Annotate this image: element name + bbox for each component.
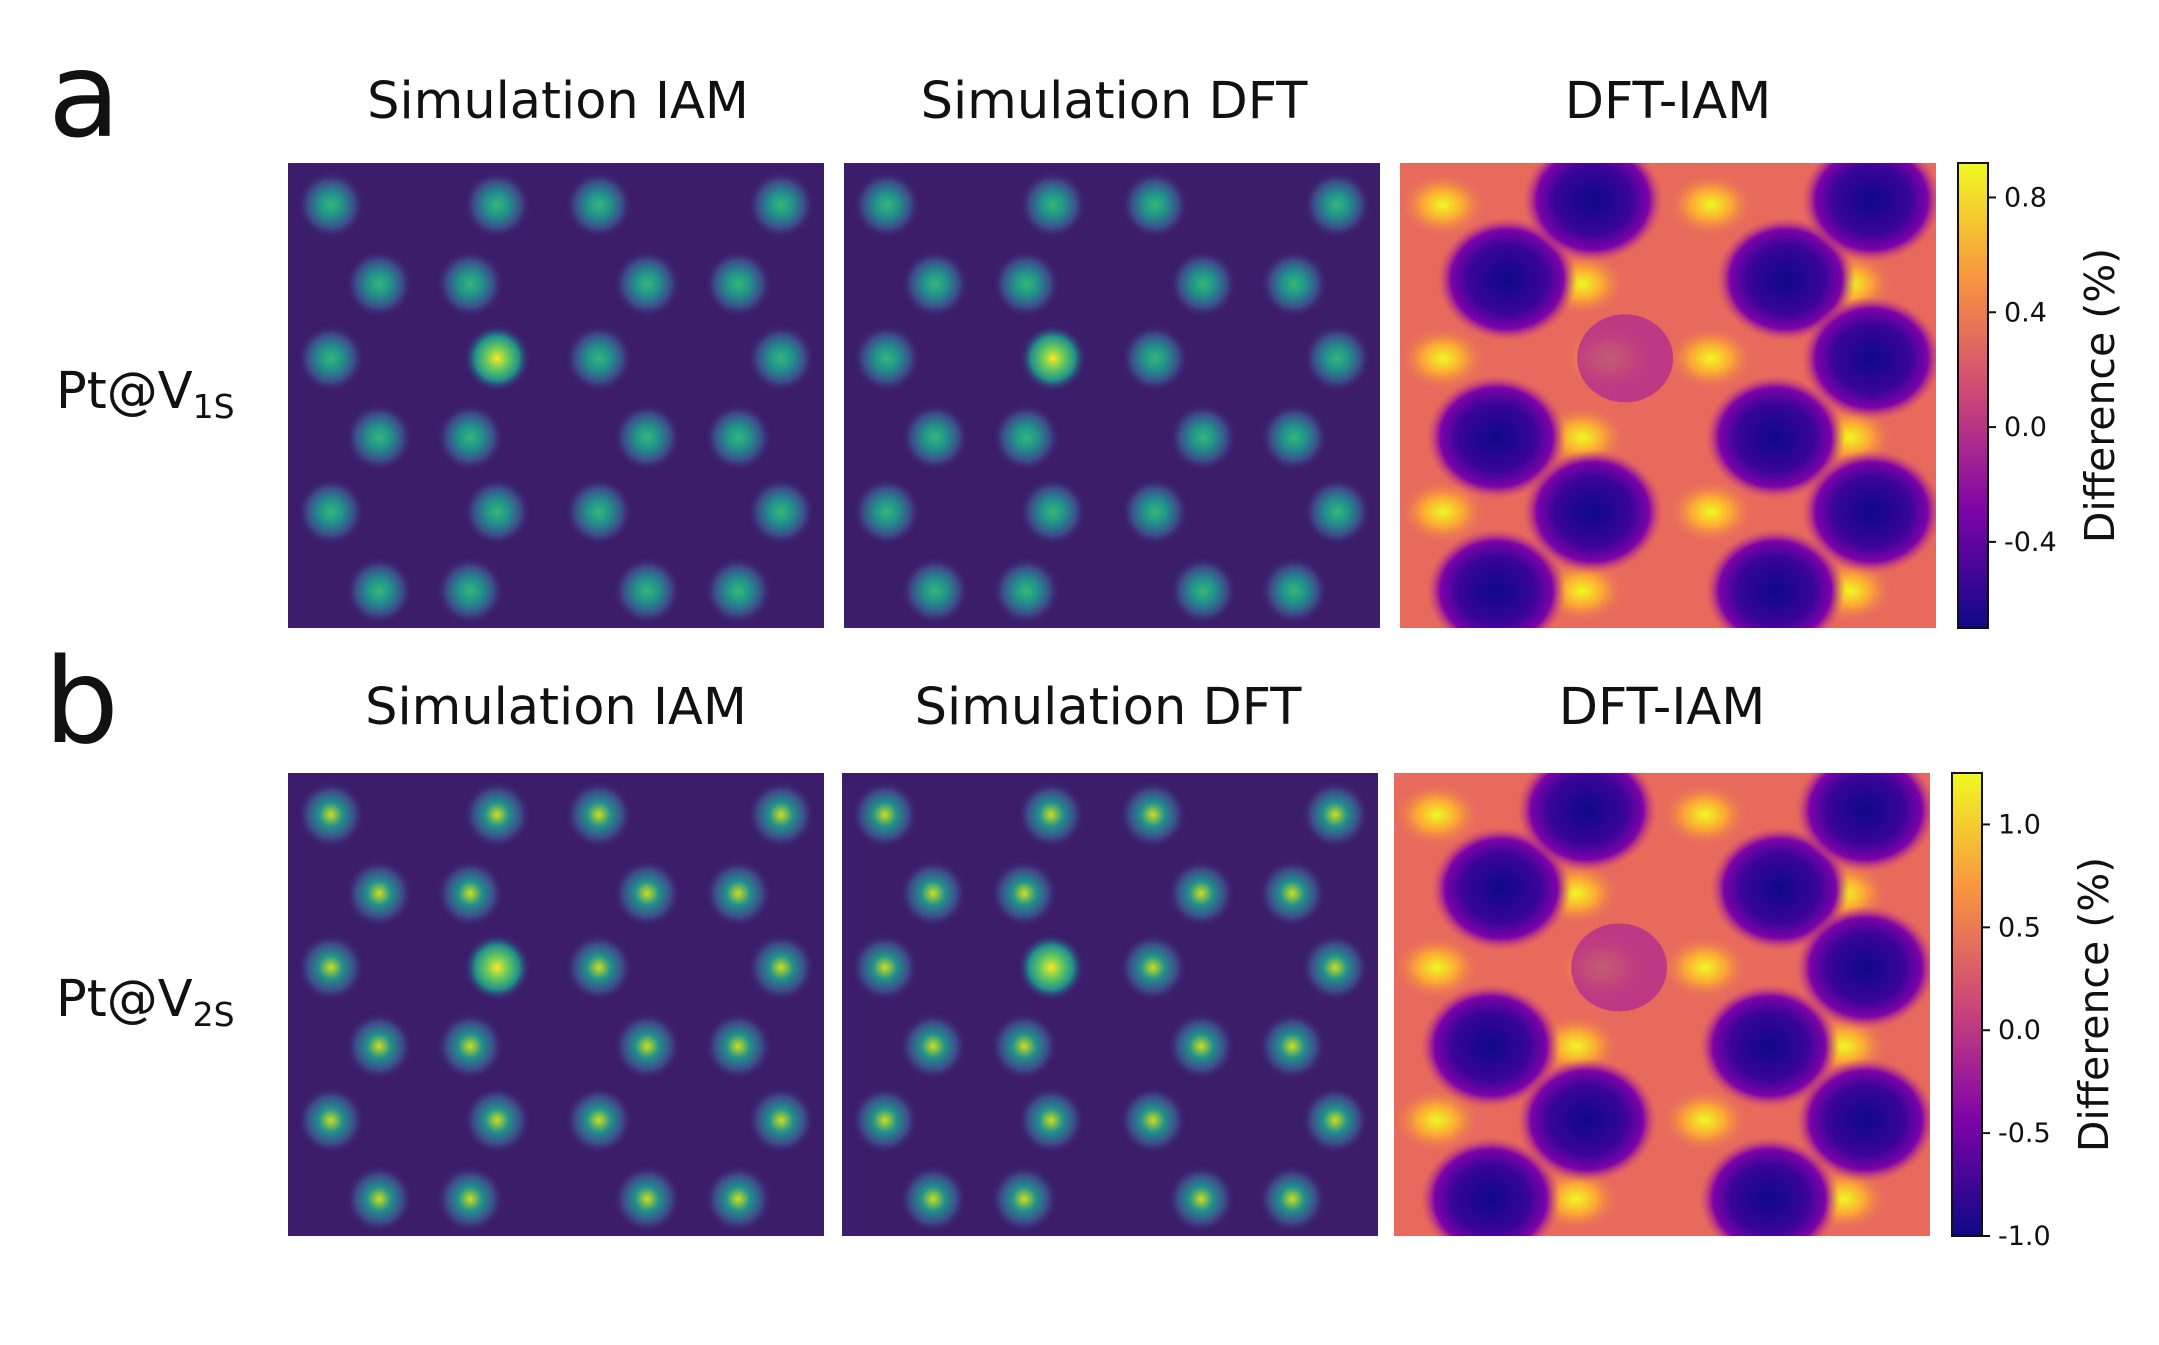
col-title-b-1: Simulation IAM: [365, 678, 747, 737]
row-label-a: Pt@V1S: [56, 362, 235, 426]
colorbar-label: Difference (%): [2070, 857, 2118, 1152]
colorbar-b: 1.0 0.5 0.0 -0.5 -1.0 Difference (%): [1951, 772, 2118, 1252]
colorbar-label: Difference (%): [2076, 248, 2124, 543]
panel-letter-b: b: [44, 632, 119, 770]
difference-map-b: [1394, 773, 1930, 1236]
difference-map-a: [1400, 163, 1936, 628]
colorbar-tick-label: 0.0: [1998, 1015, 2041, 1046]
colorbar-tick-label: -0.5: [1998, 1118, 2051, 1149]
simulation-dft-image-b: [842, 773, 1378, 1236]
row-label-b: Pt@V2S: [56, 970, 235, 1034]
col-title-a-3: DFT-IAM: [1564, 72, 1772, 131]
simulation-iam-image-b: [288, 773, 824, 1236]
colorbar-tick-label: 0.5: [1998, 912, 2041, 943]
col-title-a-2: Simulation DFT: [920, 72, 1308, 131]
col-title-b-2: Simulation DFT: [914, 678, 1302, 737]
simulation-dft-image-a: [844, 163, 1380, 628]
colorbar-a: 0.8 0.4 0.0 -0.4 Difference (%): [1957, 162, 2124, 629]
colorbar-tick-label: 0.0: [2004, 412, 2047, 443]
panel-letter-a: a: [48, 26, 121, 164]
simulation-iam-image-a: [288, 163, 824, 628]
colorbar-tick-label: 1.0: [1998, 809, 2041, 840]
col-title-b-3: DFT-IAM: [1558, 678, 1766, 737]
col-title-a-1: Simulation IAM: [367, 72, 749, 131]
colorbar-tick-label: -1.0: [1998, 1221, 2051, 1252]
colorbar-tick-label: 0.4: [2004, 297, 2047, 328]
colorbar-tick-label: -0.4: [2004, 527, 2057, 558]
colorbar-tick-label: 0.8: [2004, 182, 2047, 213]
